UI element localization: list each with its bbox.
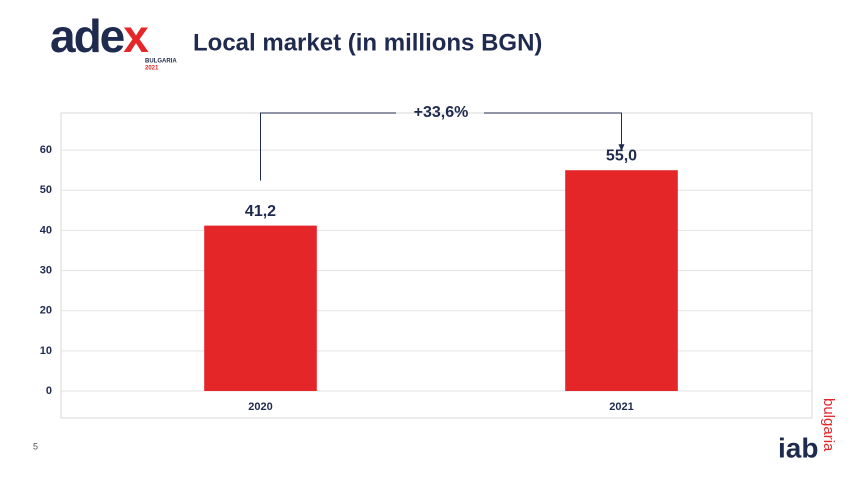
annotation-arrow [618,144,625,152]
page-number: 5 [33,441,38,451]
y-tick-label: 0 [46,385,52,397]
x-tick-label: 2021 [609,401,633,413]
logo-year: 2021 [145,66,159,72]
plot-frame [60,112,813,419]
annotation-connector [260,112,622,181]
value-label: 55,0 [606,147,637,164]
bar [204,225,317,391]
logo-main: adex [50,10,149,62]
chart-title: Local market (in millions BGN) [193,29,542,56]
value-label: 41,2 [245,203,276,220]
y-tick-label: 40 [40,224,52,236]
y-tick-label: 10 [40,345,52,357]
y-tick-label: 50 [40,184,52,196]
y-tick-label: 60 [40,144,52,156]
logo-main-text: ade [50,10,125,62]
y-tick-label: 30 [40,264,52,276]
x-tick-label: 2020 [248,401,272,413]
logo-accent: x [123,10,149,62]
iab-country: bulgaria [820,398,837,452]
annotation: +33,6% [414,104,469,121]
logo-country: BULGARIA [145,59,177,65]
bar [565,170,678,391]
iab-logo: iab [778,432,818,463]
y-tick-label: 20 [40,305,52,317]
